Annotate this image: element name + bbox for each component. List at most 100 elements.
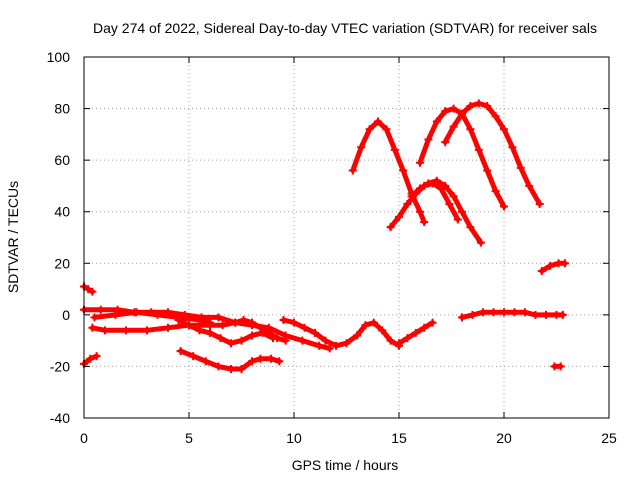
data-point <box>441 181 450 190</box>
series-track-c <box>90 308 214 327</box>
data-point <box>474 99 483 108</box>
data-point <box>468 310 477 319</box>
y-tick-label: 80 <box>54 101 70 117</box>
series-mid-tail <box>395 318 437 348</box>
series-trace <box>178 348 282 372</box>
data-point <box>275 357 284 366</box>
x-tick-label: 10 <box>286 430 302 446</box>
data-point <box>281 336 290 345</box>
data-point <box>531 310 540 319</box>
data-point <box>428 318 437 327</box>
data-point <box>90 313 99 322</box>
data-point <box>491 187 500 196</box>
data-point <box>248 331 256 340</box>
x-tick-label: 0 <box>80 430 88 446</box>
data-point <box>521 308 529 317</box>
data-point <box>86 354 95 363</box>
series-right-low <box>550 362 565 371</box>
data-point <box>266 354 275 363</box>
y-tick-label: 60 <box>54 152 70 168</box>
x-axis-label: GPS time / hours <box>292 457 399 473</box>
y-axis-label: SDTVAR / TECUs <box>5 181 21 293</box>
data-point <box>206 318 214 327</box>
data-point <box>332 341 340 350</box>
data-point <box>466 125 475 134</box>
x-tick-label: 25 <box>601 430 617 446</box>
data-point <box>92 352 101 361</box>
data-point <box>248 357 256 366</box>
series-mid-wave <box>279 316 403 350</box>
data-point <box>424 135 433 144</box>
data-point <box>378 326 387 335</box>
y-tick-label: 100 <box>47 49 71 65</box>
data-point <box>218 321 227 330</box>
data-point <box>449 192 458 201</box>
data-point <box>214 313 223 322</box>
data-point <box>546 261 555 270</box>
series-arc-13-16 <box>348 117 429 227</box>
data-point <box>300 323 309 332</box>
data-point <box>420 218 429 227</box>
data-point <box>348 166 357 175</box>
data-point <box>500 125 508 134</box>
data-point <box>279 316 288 325</box>
data-point <box>88 323 97 332</box>
series-top-left-dash <box>80 282 97 296</box>
data-point <box>416 207 424 216</box>
data-point <box>321 336 330 345</box>
data-point <box>432 176 441 185</box>
data-point <box>474 145 483 154</box>
data-point <box>500 308 508 317</box>
data-point <box>420 323 429 332</box>
data-point <box>298 336 307 345</box>
series-trace <box>81 307 333 351</box>
data-point <box>510 308 519 317</box>
data-point <box>466 101 475 110</box>
data-point <box>558 310 567 319</box>
data-point <box>560 259 569 268</box>
data-point <box>195 326 204 335</box>
y-tick-label: -20 <box>50 358 70 374</box>
data-point <box>449 104 458 113</box>
data-point <box>214 362 223 371</box>
y-tick-label: 20 <box>54 255 70 271</box>
data-point <box>407 192 416 201</box>
data-point <box>201 357 210 366</box>
data-point <box>164 323 172 332</box>
series-arc-17-22 <box>441 99 544 208</box>
series-right-rise <box>537 259 569 276</box>
data-point <box>483 166 492 175</box>
data-point <box>483 101 492 110</box>
ticks: 0 5 10 15 20 25 -40 -20 0 20 40 60 80 100 <box>47 49 617 446</box>
data-point <box>365 125 374 134</box>
series-flat-right <box>458 308 567 322</box>
data-point <box>382 125 391 134</box>
data-point <box>269 334 277 343</box>
data-point <box>256 323 265 332</box>
data-point <box>216 334 225 343</box>
data-point <box>491 112 500 121</box>
data-point <box>248 318 256 327</box>
data-point <box>416 184 424 193</box>
data-point <box>101 326 109 335</box>
data-point <box>458 109 466 118</box>
data-point <box>386 223 395 232</box>
data-point <box>395 212 403 221</box>
data-point <box>441 138 450 147</box>
data-point <box>508 143 517 152</box>
x-tick-label: 15 <box>391 430 407 446</box>
y-tick-label: 0 <box>62 307 70 323</box>
data-point <box>386 336 395 345</box>
data-point <box>403 199 412 208</box>
data-point <box>441 107 450 116</box>
data-point <box>516 163 525 172</box>
x-tick-label: 5 <box>185 430 193 446</box>
data-point <box>542 310 550 319</box>
series-arc-16-18 <box>416 104 508 211</box>
data-point <box>206 328 214 337</box>
data-point <box>239 316 248 325</box>
data-point <box>432 117 441 126</box>
data-point <box>537 267 546 276</box>
data-point <box>535 199 544 208</box>
data-point <box>411 328 420 337</box>
